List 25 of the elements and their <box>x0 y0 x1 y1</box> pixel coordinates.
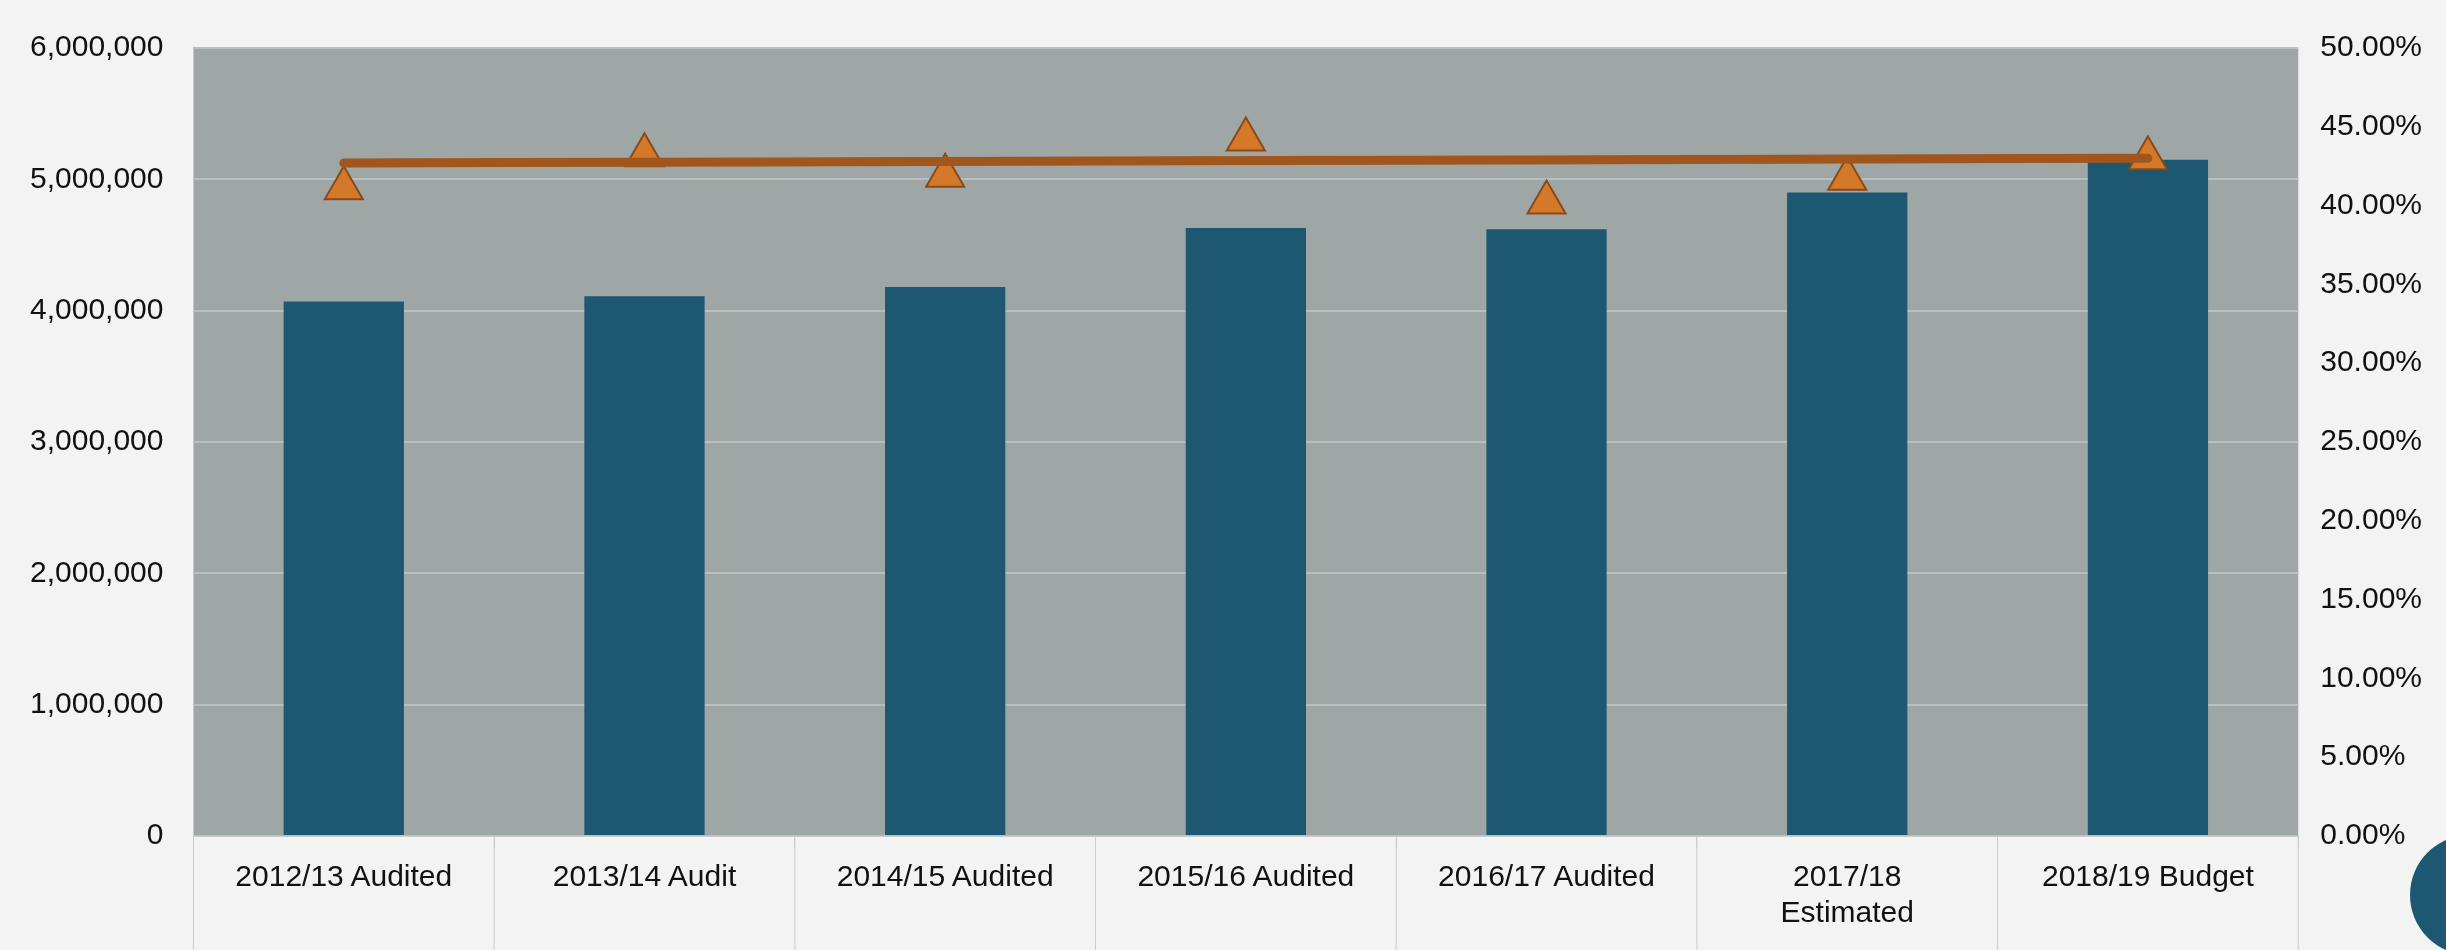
y-tick-label: 3,000,000 <box>29 423 164 457</box>
y2-tick-label: 50.00% <box>2320 29 2422 63</box>
y2-tick-label: 5.00% <box>2320 738 2406 772</box>
y-tick-label: 1,000,000 <box>29 685 164 719</box>
x-tick-label: 2013/14 Audit <box>552 859 737 893</box>
x-tick-label: 2018/19 Budget <box>2041 859 2255 893</box>
y2-tick-label: 20.00% <box>2320 502 2422 536</box>
y2-tick-label: 0.00% <box>2320 817 2406 851</box>
x-tick-label: 2016/17 Audited <box>1438 859 1655 893</box>
y2-tick-label: 40.00% <box>2320 186 2422 220</box>
y-tick-label: 6,000,000 <box>29 29 164 63</box>
x-tick-label: 2014/15 Audited <box>836 859 1054 893</box>
y2-tick-label: 35.00% <box>2320 265 2422 299</box>
x-tick-label: 2017/18 Estimated <box>1780 859 1914 929</box>
y-tick-label: 2,000,000 <box>29 554 164 588</box>
y-tick-label: 5,000,000 <box>29 160 164 194</box>
x-tick-label: 2015/16 Audited <box>1137 859 1355 893</box>
y2-tick-label: 45.00% <box>2320 108 2422 142</box>
x-tick-label: 2012/13 Audited <box>235 859 453 893</box>
y2-tick-label: 15.00% <box>2320 580 2422 614</box>
y2-tick-label: 30.00% <box>2320 344 2422 378</box>
y2-tick-label: 25.00% <box>2320 423 2422 457</box>
y2-tick-label: 10.00% <box>2320 659 2422 693</box>
y-tick-label: 0 <box>146 817 164 851</box>
y-tick-label: 4,000,000 <box>29 291 164 325</box>
